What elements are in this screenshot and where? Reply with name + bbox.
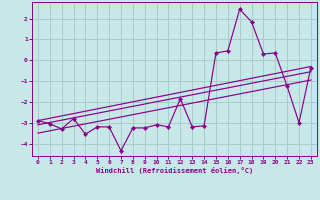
X-axis label: Windchill (Refroidissement éolien,°C): Windchill (Refroidissement éolien,°C) [96,167,253,174]
